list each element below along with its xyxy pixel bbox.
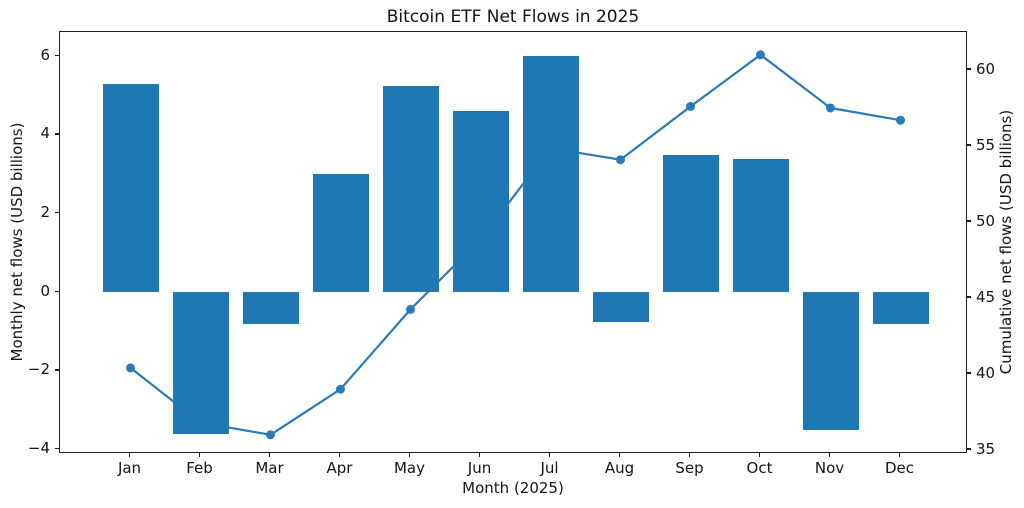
bar-dec bbox=[872, 292, 929, 324]
right-tick-mark bbox=[967, 68, 971, 70]
bar-jan bbox=[102, 83, 159, 293]
left-tick-mark bbox=[55, 447, 59, 450]
x-tick-label: Apr bbox=[326, 459, 353, 477]
cumulative-line bbox=[129, 53, 901, 436]
x-tick-label: May bbox=[393, 459, 425, 477]
x-tick-label: Feb bbox=[186, 459, 213, 477]
bar-jul bbox=[522, 56, 579, 293]
x-tick-mark bbox=[898, 453, 901, 457]
x-tick-mark bbox=[198, 453, 201, 457]
bar-apr bbox=[312, 174, 369, 293]
x-tick-mark bbox=[618, 453, 621, 457]
right-tick-mark bbox=[967, 372, 971, 374]
right-tick-mark bbox=[967, 220, 971, 222]
left-axis-label: Monthly net flows (USD billions) bbox=[8, 122, 26, 362]
bar-jun bbox=[452, 111, 509, 293]
x-tick-label: Jun bbox=[467, 459, 492, 477]
x-tick-label: Sep bbox=[675, 459, 704, 477]
right-axis-label: Cumulative net flows (USD billions) bbox=[997, 109, 1015, 375]
x-tick-mark bbox=[758, 453, 761, 457]
right-tick-mark bbox=[967, 448, 971, 450]
left-tick-label: 6 bbox=[40, 45, 50, 64]
x-axis-label: Month (2025) bbox=[462, 479, 564, 497]
x-tick-label: Jan bbox=[117, 459, 142, 477]
line-marker-dec bbox=[896, 115, 905, 125]
bar-sep bbox=[662, 154, 719, 293]
x-tick-mark bbox=[828, 453, 831, 457]
left-tick-mark bbox=[55, 369, 59, 371]
line-marker-may bbox=[406, 304, 415, 314]
bar-may bbox=[382, 85, 439, 293]
left-tick-label: 4 bbox=[40, 124, 50, 143]
line-marker-nov bbox=[826, 103, 835, 113]
left-tick-mark bbox=[55, 211, 59, 214]
x-tick-label: Mar bbox=[255, 459, 284, 477]
left-tick-mark bbox=[55, 54, 59, 56]
x-tick-mark bbox=[268, 453, 271, 457]
bar-layer bbox=[60, 32, 966, 452]
left-tick-mark bbox=[55, 133, 59, 135]
line-marker-sep bbox=[686, 102, 695, 111]
line-marker-jan bbox=[126, 363, 135, 373]
right-tick-mark bbox=[967, 144, 971, 146]
x-tick-label: Nov bbox=[814, 459, 845, 477]
right-tick-label: 50 bbox=[976, 211, 996, 230]
x-tick-mark bbox=[548, 453, 551, 457]
right-tick-label: 55 bbox=[976, 135, 996, 154]
bar-oct bbox=[732, 158, 789, 293]
x-tick-mark bbox=[688, 453, 691, 457]
left-tick-label: 0 bbox=[40, 281, 50, 300]
right-tick-label: 35 bbox=[976, 439, 996, 458]
x-tick-label: Dec bbox=[884, 459, 915, 477]
bar-aug bbox=[592, 292, 649, 322]
bar-mar bbox=[242, 292, 299, 324]
line-marker-aug bbox=[616, 155, 625, 165]
bar-nov bbox=[802, 292, 859, 430]
plot-area bbox=[59, 31, 967, 453]
left-tick-label: −4 bbox=[27, 439, 50, 458]
left-tick-label: 2 bbox=[40, 203, 50, 222]
left-tick-label: −2 bbox=[27, 360, 50, 379]
x-tick-mark bbox=[338, 453, 341, 457]
line-marker-mar bbox=[266, 430, 275, 440]
x-tick-label: Aug bbox=[604, 459, 635, 477]
bar-feb bbox=[172, 292, 229, 434]
line-marker-apr bbox=[336, 384, 345, 394]
right-tick-label: 60 bbox=[976, 59, 996, 78]
left-tick-mark bbox=[55, 290, 59, 292]
x-tick-mark bbox=[408, 453, 411, 457]
right-tick-label: 45 bbox=[976, 287, 996, 306]
chart-title: Bitcoin ETF Net Flows in 2025 bbox=[386, 7, 640, 27]
x-tick-label: Jul bbox=[540, 459, 559, 477]
x-tick-mark bbox=[478, 453, 481, 457]
line-marker-oct bbox=[756, 50, 765, 60]
x-tick-label: Oct bbox=[746, 459, 773, 477]
right-tick-label: 40 bbox=[976, 363, 996, 382]
x-tick-mark bbox=[128, 453, 131, 457]
right-tick-mark bbox=[967, 296, 971, 298]
